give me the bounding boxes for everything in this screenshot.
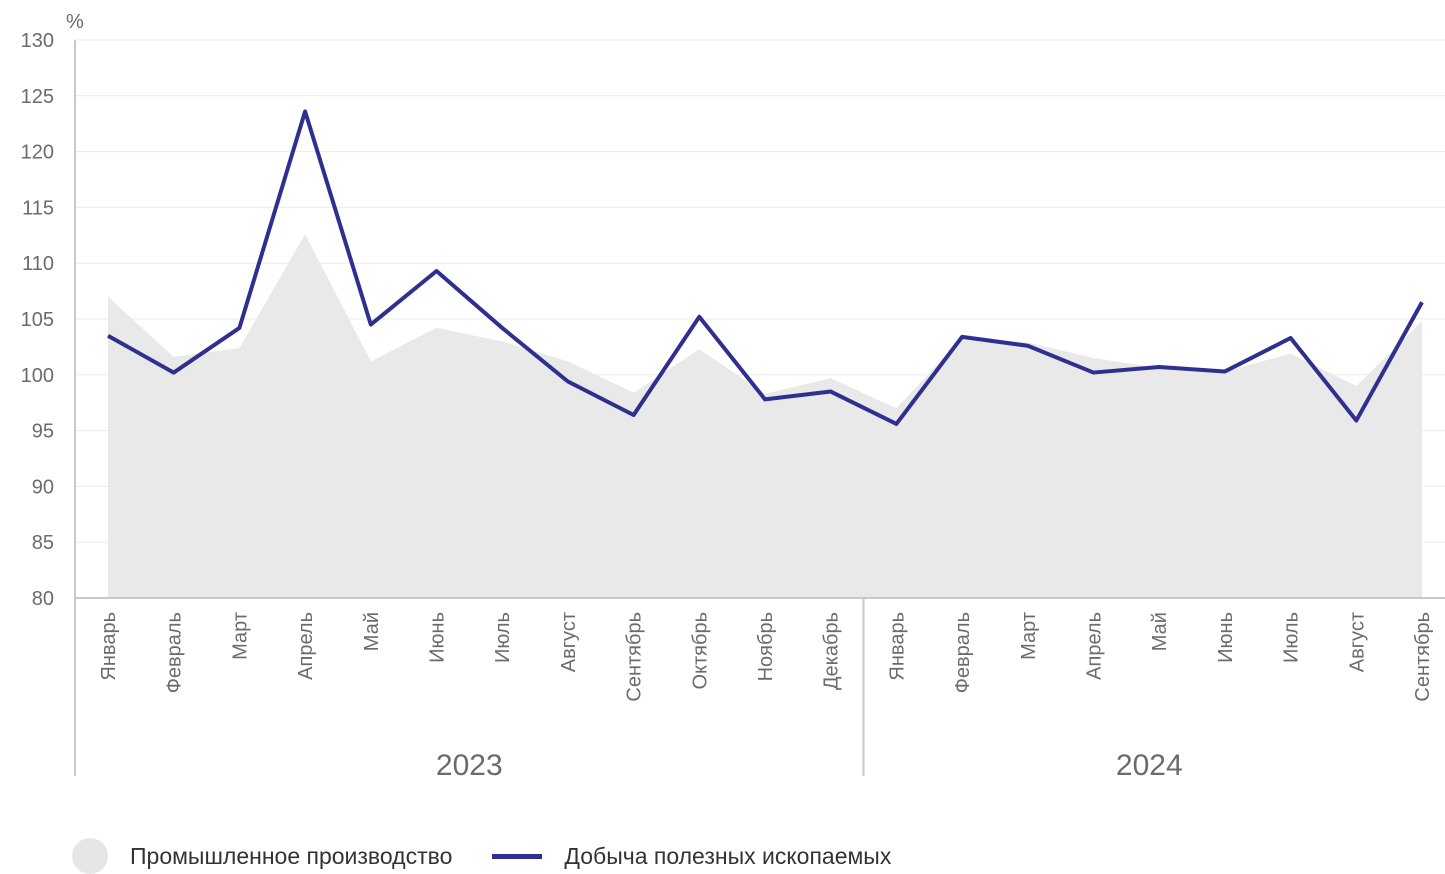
y-tick-label: 125 bbox=[21, 86, 54, 108]
y-tick-label: 90 bbox=[32, 476, 54, 498]
legend-swatch-mining bbox=[492, 853, 543, 859]
x-tick-label: Февраль bbox=[952, 612, 974, 693]
year-labels: 2023 2024 bbox=[436, 749, 1183, 782]
axes bbox=[74, 40, 1445, 776]
x-tick-label: Май bbox=[1149, 612, 1171, 651]
y-tick-label: 105 bbox=[21, 309, 54, 331]
x-tick-label: Август bbox=[1346, 612, 1368, 672]
x-tick-label: Октябрь bbox=[689, 612, 711, 690]
x-tick-labels: Январь Февраль Март Апрель Май Июнь Июль Август… bbox=[98, 612, 1434, 702]
x-tick-label: Июль bbox=[492, 612, 514, 663]
x-tick-label: Декабрь bbox=[821, 612, 843, 690]
x-tick-label: Апрель bbox=[1084, 612, 1106, 680]
y-tick-label: 95 bbox=[32, 421, 54, 443]
x-tick-label: Апрель bbox=[295, 612, 317, 680]
legend-label-mining: Добыча полезных ископаемых bbox=[564, 842, 892, 869]
year-label: 2024 bbox=[1116, 749, 1183, 782]
y-tick-label: 80 bbox=[32, 588, 54, 610]
legend-swatch-industrial-production bbox=[72, 838, 108, 874]
x-tick-label: Январь bbox=[98, 612, 120, 681]
x-tick-label: Май bbox=[361, 612, 383, 651]
year-label: 2023 bbox=[436, 749, 503, 782]
y-tick-label: 120 bbox=[21, 142, 54, 164]
y-tick-label: 130 bbox=[21, 30, 54, 52]
area-series-industrial-production bbox=[108, 234, 1422, 598]
legend: Промышленное производство Добыча полезны… bbox=[72, 838, 891, 874]
legend-label-industrial-production: Промышленное производство bbox=[130, 842, 453, 869]
x-tick-label: Сентябрь bbox=[1412, 612, 1434, 702]
y-unit-label: % bbox=[66, 11, 84, 33]
line-series-mining bbox=[107, 109, 1424, 426]
y-tick-label: 115 bbox=[22, 197, 54, 219]
y-tick-labels: 80 85 90 95 100 105 110 115 120 125 130 bbox=[21, 30, 54, 610]
y-tick-label: 85 bbox=[32, 532, 54, 554]
x-tick-label: Март bbox=[229, 612, 251, 660]
x-tick-label: Январь bbox=[886, 612, 908, 681]
x-tick-label: Июль bbox=[1281, 612, 1303, 663]
x-tick-label: Ноябрь bbox=[755, 612, 777, 681]
x-tick-label: Февраль bbox=[164, 612, 186, 693]
chart: 80 85 90 95 100 105 110 115 120 125 130 Январь Февр… bbox=[21, 11, 1445, 782]
x-tick-label: Сентябрь bbox=[624, 612, 646, 702]
x-tick-label: Август bbox=[558, 612, 580, 672]
x-tick-label: Июнь bbox=[427, 612, 449, 663]
x-tick-label: Июнь bbox=[1215, 612, 1237, 663]
x-tick-label: Март bbox=[1018, 612, 1040, 660]
y-tick-label: 100 bbox=[21, 365, 54, 387]
y-tick-label: 110 bbox=[22, 253, 54, 275]
